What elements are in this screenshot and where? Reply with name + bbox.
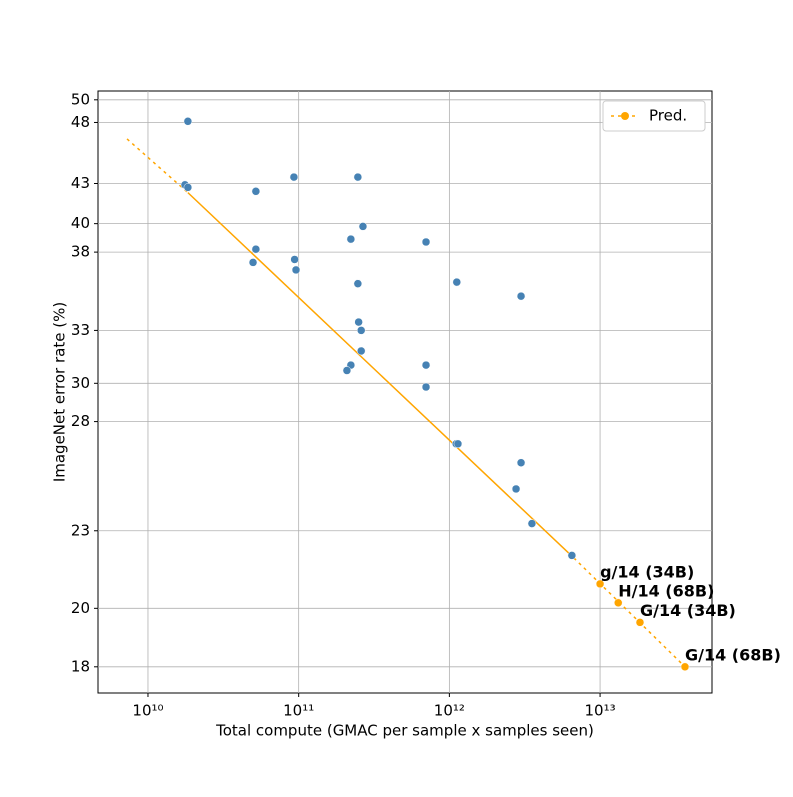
data-point: [613, 598, 623, 608]
data-point: [342, 366, 352, 375]
data-point: [635, 618, 645, 627]
x-tick-label: 10¹³: [585, 702, 616, 720]
data-point: [358, 222, 368, 231]
data-point: [516, 458, 526, 467]
trend-line: [573, 557, 686, 668]
data-point: [452, 277, 462, 287]
y-tick-label: 43: [71, 174, 90, 192]
data-point: [183, 183, 193, 192]
data-point: [251, 244, 261, 254]
data-point: [680, 662, 690, 672]
y-tick-label: 33: [71, 321, 90, 339]
data-point: [595, 579, 605, 589]
y-tick-label: 28: [71, 412, 90, 430]
legend-box: [602, 100, 706, 132]
data-point: [356, 326, 366, 335]
data-point: [421, 382, 431, 392]
y-tick-label: 50: [71, 90, 90, 108]
x-tick-label: 10¹¹: [283, 702, 314, 720]
data-point: [453, 439, 463, 449]
data-point: [251, 187, 261, 196]
data-point: [421, 360, 431, 370]
data-point: [421, 237, 431, 247]
x-tick-label: 10¹²: [434, 702, 465, 720]
trend-line: [187, 192, 575, 559]
data-point: [567, 551, 577, 560]
y-tick-label: 23: [71, 521, 90, 539]
legend-label: Pred.: [649, 107, 687, 125]
point-label: g/14 (34B): [600, 562, 694, 581]
trend-line: [126, 138, 189, 194]
data-point: [346, 234, 356, 244]
data-point: [289, 172, 299, 182]
legend-marker: [621, 112, 629, 120]
data-point: [183, 117, 193, 126]
point-label: G/14 (34B): [640, 601, 736, 620]
data-point: [527, 519, 537, 528]
y-tick-label: 18: [71, 657, 90, 675]
y-tick-label: 20: [71, 599, 90, 617]
data-point: [354, 317, 363, 327]
y-tick-label: 30: [71, 374, 90, 392]
x-axis-label: Total compute (GMAC per sample x samples…: [215, 722, 594, 740]
data-point: [353, 279, 363, 288]
plot-frame: [97, 90, 713, 694]
x-tick-label: 10¹⁰: [132, 702, 163, 720]
y-tick-label: 48: [71, 113, 90, 131]
data-point: [356, 346, 366, 356]
data-point: [511, 484, 521, 494]
data-point: [516, 291, 526, 301]
point-label: H/14 (68B): [618, 581, 714, 600]
point-label: G/14 (68B): [685, 645, 781, 664]
data-point: [248, 258, 258, 267]
y-tick-label: 40: [71, 214, 90, 232]
data-point: [291, 265, 301, 275]
y-tick-label: 38: [71, 243, 90, 261]
data-point: [290, 255, 299, 264]
y-axis-label: ImageNet error rate (%): [51, 302, 69, 482]
data-point: [353, 172, 363, 182]
